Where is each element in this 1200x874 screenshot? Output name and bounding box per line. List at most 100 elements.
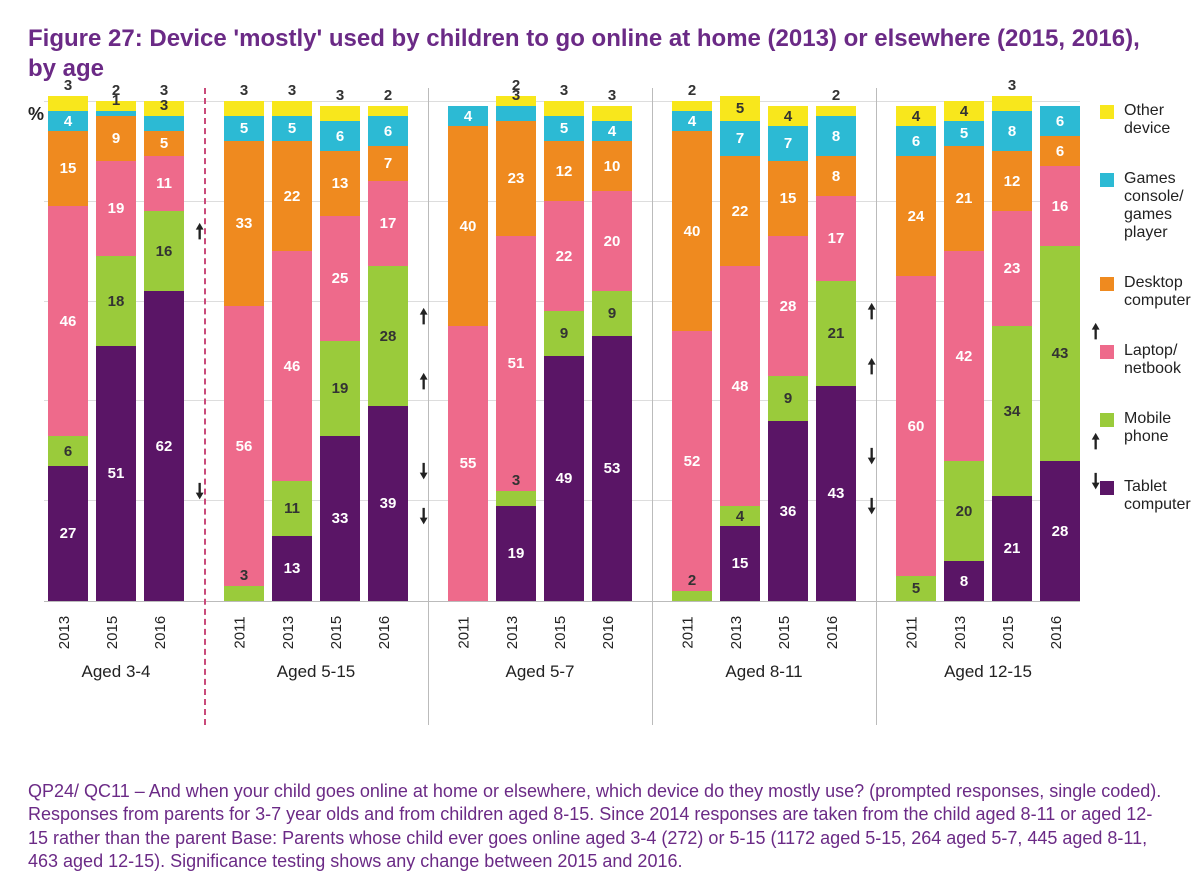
x-axis-year-label: 2011 [456,616,473,648]
legend-label: Mobile phone [1124,410,1191,446]
bar-segment-tablet: 43 [816,386,856,601]
bar-segment-laptop: 17 [368,181,408,266]
legend-item-mobile: Mobile phone [1100,410,1191,446]
legend-label: Games console/ games player [1124,170,1191,242]
bar-segment-mobile: 34 [992,326,1032,496]
x-axis-year-label: 2016 [1048,616,1065,649]
bar-segment-mobile: 4 [720,506,760,526]
bar-segment-console: 4 [672,111,712,131]
x-axis-year-label: 2013 [56,616,73,649]
x-axis-year-label: 2011 [232,616,249,648]
chart-plot-area: 27646154320135118199122015621611533🠕🠗201… [44,102,1080,602]
legend-swatch [1100,277,1114,291]
bar-segment-console: 7 [720,121,760,156]
bar: 1544822752013 [720,102,760,601]
bar-segment-console: 5 [224,116,264,141]
arrow-up-icon: 🠕 [195,217,204,251]
x-axis-group-labels: Aged 3-4Aged 5-15Aged 5-7Aged 8-11Aged 1… [44,662,1080,682]
bar-group: 27646154320135118199122015621611533🠕🠗201… [48,102,184,601]
legend-label: Other device [1124,102,1191,138]
x-axis-year-label: 2015 [104,616,121,649]
arrow-up-icon: 🠕 [1091,317,1100,351]
bar: 5392010432016 [592,102,632,601]
bar: 4992212532015 [544,102,584,601]
bar: 13114622532013 [272,102,312,601]
bar-segment-console: 4 [592,121,632,141]
bar-segment-other: 2 [672,101,712,111]
bar-segment-other: 2 [816,106,856,116]
x-axis-year-label: 2016 [376,616,393,649]
group-label: Aged 5-15 [224,662,408,682]
bar-segment-other: 4 [944,101,984,121]
bar-segment-other: 4 [896,106,936,126]
arrow-up-icon: 🠕 [419,302,428,336]
bar-segment-mobile: 28 [368,266,408,406]
bar-segment-mobile: 2 [672,591,712,601]
legend-item-console: Games console/ games player [1100,170,1191,242]
bar-segment-tablet: 15 [720,526,760,601]
bar-segment-laptop: 17 [816,196,856,281]
bar-segment-laptop: 16 [1040,166,1080,246]
bar-group: 3563353201113114622532013331925136320153… [224,102,408,601]
group-divider [652,88,653,725]
chart-container: % 27646154320135118199122015621611533🠕🠗2… [28,102,1172,682]
bar-segment-other: 5 [720,96,760,121]
bar-segment-tablet: 49 [544,356,584,601]
bar-segment-mobile: 5 [896,576,936,601]
bar-segment-console: 7 [768,126,808,161]
bar-segment-mobile: 3 [496,491,536,506]
legend-label: Desktop computer [1124,274,1191,310]
y-axis-label: % [28,102,44,125]
bar-segment-desktop: 40 [672,131,712,331]
bar-segment-console: 5 [544,116,584,141]
group-divider [204,88,206,725]
x-axis-year-label: 2016 [600,616,617,649]
figure-title: Figure 27: Device 'mostly' used by child… [28,24,1172,84]
bar-segment-mobile: 43 [1040,246,1080,461]
bar-segment-console: 6 [1040,106,1080,136]
bar-segment-desktop: 12 [992,151,1032,211]
legend-item-tablet: Tablet computer [1100,478,1191,514]
bar: 33192513632015 [320,102,360,601]
bar-segment-console: 8 [992,111,1032,151]
x-axis-year-label: 2013 [728,616,745,649]
bar-segment-mobile: 11 [272,481,312,536]
bar-segment-desktop: 8 [816,156,856,196]
legend-swatch [1100,481,1114,495]
bar-segment-laptop: 19 [96,161,136,256]
bar-segment-tablet: 19 [496,506,536,601]
bar-segment-desktop: 24 [896,156,936,276]
bar-segment-mobile: 3 [224,586,264,601]
bar-segment-console: 8 [816,116,856,156]
legend-swatch [1100,413,1114,427]
bar-segment-tablet: 27 [48,466,88,601]
figure-footnote: QP24/ QC11 – And when your child goes on… [28,780,1172,874]
bar-segment-tablet: 51 [96,346,136,601]
bar-segment-laptop: 51 [496,236,536,491]
bar-segment-tablet: 53 [592,336,632,601]
bar-segment-tablet: 28 [1040,461,1080,601]
group-divider [428,88,429,725]
bar: 621611533🠕🠗2016 [144,102,184,601]
x-axis-year-label: 2016 [152,616,169,649]
legend-item-laptop: Laptop/ netbook [1100,342,1191,378]
bar: 21342312832015 [992,102,1032,601]
x-axis-year-label: 2013 [504,616,521,649]
arrow-down-icon: 🠗 [419,457,428,491]
bar-segment-console: 6 [368,116,408,146]
group-label: Aged 3-4 [48,662,184,682]
arrow-up-icon: 🠕 [867,352,876,386]
x-axis-year-label: 2013 [280,616,297,649]
bar-segment-desktop: 12 [544,141,584,201]
arrow-down-icon: 🠗 [195,477,204,511]
bar-segment-laptop: 52 [672,331,712,591]
bar: 392817762🠕🠕🠗🠗2016 [368,102,408,601]
bar-segment-laptop: 56 [224,306,264,586]
arrow-down-icon: 🠗 [867,492,876,526]
bar-segment-desktop: 10 [592,141,632,191]
bar-segment-laptop: 22 [544,201,584,311]
bar-segment-other: 2 [368,106,408,116]
bar-segment-mobile: 16 [144,211,184,291]
group-label: Aged 12-15 [896,662,1080,682]
legend-item-other: Other device [1100,102,1191,138]
